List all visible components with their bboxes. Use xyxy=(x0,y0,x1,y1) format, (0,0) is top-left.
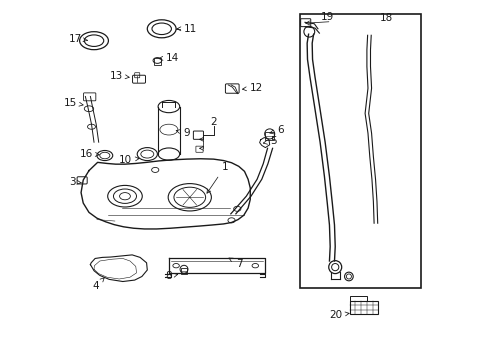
Text: 4: 4 xyxy=(92,278,104,291)
Bar xyxy=(349,296,366,301)
Text: 20: 20 xyxy=(328,310,348,320)
Text: 9: 9 xyxy=(176,128,189,138)
Text: 12: 12 xyxy=(242,83,262,93)
Bar xyxy=(349,301,378,314)
Text: 18: 18 xyxy=(379,13,392,23)
Text: 10: 10 xyxy=(119,155,139,165)
Text: 2: 2 xyxy=(210,117,216,127)
Text: 16: 16 xyxy=(80,149,99,159)
Text: 11: 11 xyxy=(177,24,197,34)
Text: 14: 14 xyxy=(159,53,179,63)
Text: 6: 6 xyxy=(269,125,283,135)
Bar xyxy=(300,14,420,288)
Text: 19: 19 xyxy=(320,12,333,22)
Text: 8: 8 xyxy=(165,271,177,282)
Text: 13: 13 xyxy=(109,71,129,81)
Text: 1: 1 xyxy=(206,162,227,193)
Text: 17: 17 xyxy=(68,34,87,44)
Text: 5: 5 xyxy=(263,136,276,146)
Text: 15: 15 xyxy=(64,98,83,108)
Text: 7: 7 xyxy=(228,258,242,269)
Bar xyxy=(265,132,273,140)
Text: 3: 3 xyxy=(69,177,81,187)
Bar xyxy=(181,268,186,274)
